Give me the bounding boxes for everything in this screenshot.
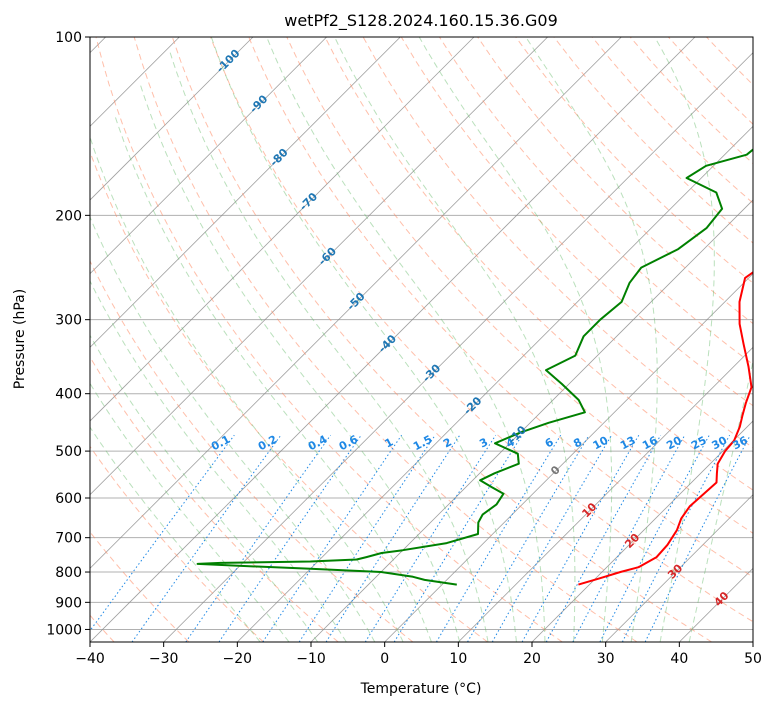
isotherm-line bbox=[237, 125, 753, 642]
mixing-ratio-label: 25 bbox=[689, 434, 709, 453]
y-tick-label: 400 bbox=[55, 387, 82, 403]
dry-adiabat-line bbox=[133, 37, 638, 642]
x-axis-label: Temperature (°C) bbox=[360, 681, 482, 697]
mixing-ratio-line bbox=[521, 434, 640, 642]
chart-title: wetPf2_S128.2024.160.15.36.G09 bbox=[284, 11, 558, 31]
isotherm-line bbox=[752, 641, 753, 642]
plot-background bbox=[90, 37, 753, 642]
isotherm-line bbox=[90, 37, 475, 422]
moist-adiabat-line bbox=[210, 37, 517, 642]
moist-adiabat-line bbox=[688, 358, 753, 642]
dry-adiabat-line bbox=[286, 37, 753, 534]
mixing-ratio-line bbox=[185, 434, 332, 642]
mixing-ratio-line bbox=[545, 434, 662, 642]
mixing-ratio-line bbox=[90, 434, 235, 632]
dry-adiabat-line bbox=[248, 37, 753, 578]
y-tick-label: 100 bbox=[55, 30, 82, 46]
dry-adiabat-line bbox=[90, 356, 339, 642]
mixing-ratio-label: 16 bbox=[640, 434, 660, 453]
moist-adiabat-line bbox=[90, 426, 261, 642]
isotherm-line bbox=[90, 37, 696, 642]
moist-adiabat-line bbox=[266, 37, 546, 642]
mixing-ratio-line bbox=[572, 434, 686, 642]
mixing-ratio-label: 20 bbox=[664, 434, 684, 453]
mixing-ratio-label: 10 bbox=[591, 434, 611, 453]
dry-adiabat-line bbox=[95, 37, 563, 642]
x-tick-label: −30 bbox=[149, 651, 179, 667]
moist-adiabat-line bbox=[90, 382, 290, 642]
isotherm-line bbox=[90, 37, 327, 275]
dry-adiabat-line bbox=[515, 37, 753, 284]
moist-adiabat-line bbox=[654, 37, 715, 642]
mixing-ratio-line bbox=[491, 434, 613, 642]
y-tick-label: 500 bbox=[55, 444, 82, 460]
mixing-ratio-label: 13 bbox=[618, 434, 638, 453]
y-tick-label: 900 bbox=[55, 595, 82, 611]
x-axis: −40 −30 −20 −10 0 10 20 30 40 50 bbox=[75, 642, 762, 667]
y-axis: 100 200 300 400 500 600 700 800 900 1000 bbox=[46, 30, 90, 638]
moist-adiabat-line bbox=[418, 37, 613, 642]
moist-adiabat-line bbox=[139, 83, 461, 642]
moist-adiabat-line bbox=[90, 334, 319, 642]
mixing-ratio-line bbox=[467, 434, 590, 642]
isotherm-line bbox=[458, 346, 753, 642]
x-tick-label: −20 bbox=[223, 651, 253, 667]
y-tick-label: 1000 bbox=[46, 622, 82, 638]
y-tick-label: 700 bbox=[55, 531, 82, 547]
x-tick-label: −40 bbox=[75, 651, 105, 667]
mixing-ratio-line bbox=[435, 434, 562, 642]
y-tick-label: 800 bbox=[55, 565, 82, 581]
y-axis-label: Pressure (hPa) bbox=[12, 289, 28, 389]
x-tick-label: 10 bbox=[449, 651, 467, 667]
dry-adiabat-line bbox=[210, 37, 753, 623]
mixing-ratio-line bbox=[621, 434, 731, 642]
plot-frame bbox=[89, 36, 754, 643]
moist-adiabat-line bbox=[334, 37, 576, 642]
dewpoint-profile-line bbox=[196, 148, 753, 586]
x-tick-label: 40 bbox=[670, 651, 688, 667]
mixing-ratio-line bbox=[644, 434, 751, 642]
moist-adiabat-line bbox=[90, 135, 404, 642]
isotherm-line bbox=[90, 37, 401, 348]
mixing-ratio-line bbox=[393, 434, 523, 642]
mixing-ratio-line bbox=[325, 434, 461, 642]
y-tick-label: 200 bbox=[55, 208, 82, 224]
mixing-ratio-label: 30 bbox=[710, 434, 730, 453]
dry-adiabat-line bbox=[324, 37, 753, 491]
background-isopleths bbox=[90, 37, 753, 642]
y-tick-label: 600 bbox=[55, 491, 82, 507]
x-tick-label: 50 bbox=[744, 651, 762, 667]
moist-adiabat-line bbox=[525, 37, 658, 642]
x-tick-label: 30 bbox=[597, 651, 615, 667]
mixing-ratio-label: 36 bbox=[730, 434, 750, 453]
isotherm-line bbox=[531, 420, 753, 642]
series-layer bbox=[196, 148, 753, 586]
dry-adiabat-line bbox=[171, 37, 712, 642]
x-tick-label: −10 bbox=[296, 651, 326, 667]
moist-adiabat-line bbox=[90, 279, 347, 642]
moist-adiabat-line bbox=[168, 49, 489, 642]
isotherm-line bbox=[163, 52, 753, 642]
isotherm-line bbox=[90, 37, 548, 496]
isotherm-line bbox=[605, 494, 753, 642]
moist-adiabat-line bbox=[90, 215, 376, 642]
temperature-profile-line bbox=[578, 271, 753, 586]
x-tick-label: 20 bbox=[523, 651, 541, 667]
mixing-ratio-line bbox=[218, 434, 362, 642]
isotherm-line bbox=[90, 37, 254, 201]
dry-adiabat-line bbox=[90, 259, 414, 642]
moist-adiabat-line bbox=[113, 114, 432, 642]
x-tick-label: 0 bbox=[380, 651, 389, 667]
y-tick-label: 300 bbox=[55, 313, 82, 329]
isotherm-line bbox=[384, 273, 753, 642]
isotherm-line bbox=[90, 37, 622, 569]
mixing-ratio-line bbox=[364, 434, 497, 642]
dry-adiabat-line bbox=[90, 445, 264, 642]
